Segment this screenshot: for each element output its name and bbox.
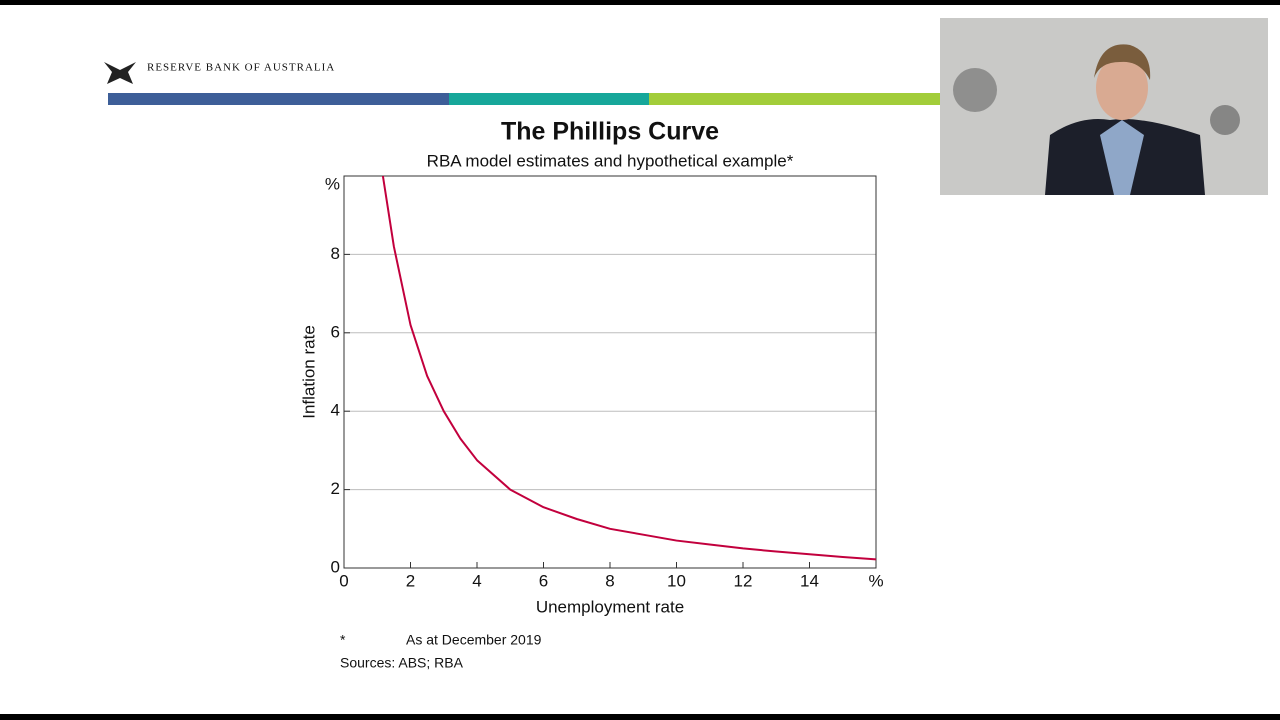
x-tick-label: 10 <box>667 571 686 590</box>
x-tick-label: % <box>868 571 883 590</box>
organization: RESERVE BANK OF AUSTRALIA <box>147 62 335 74</box>
x-tick-label: 4 <box>472 571 481 590</box>
y-tick-label: 0 <box>331 557 340 576</box>
stripe-green <box>649 93 940 105</box>
letterbox-bottom <box>0 714 1280 720</box>
stripe-teal <box>449 93 649 105</box>
x-tick-label: 6 <box>539 571 548 590</box>
plot-frame <box>343 175 877 569</box>
y-tick-label: 6 <box>331 322 340 341</box>
footnote-marker: * <box>340 632 346 648</box>
plot: 0 2 4 6 8% 0 2 4 6 8 10 12 14% <box>325 174 884 590</box>
x-tick-label: 14 <box>800 571 819 590</box>
x-tick-label: 8 <box>605 571 614 590</box>
stripe-blue <box>108 93 449 105</box>
y-tick-label: 2 <box>331 479 340 498</box>
data-line <box>381 175 877 561</box>
y-tick-label: 4 <box>331 401 340 420</box>
sources: Sources: ABS; RBA <box>340 655 464 671</box>
x-tick-label: 0 <box>339 571 348 590</box>
logo <box>104 62 136 84</box>
letterbox-top <box>0 0 1280 5</box>
x-axis-label: Unemployment rate <box>536 597 684 616</box>
x-tick-label: 2 <box>406 571 415 590</box>
footnote: As at December 2019 <box>406 632 542 648</box>
chart-subtitle: RBA model estimates and hypothetical exa… <box>427 151 794 170</box>
webcam <box>940 18 1268 195</box>
y-tick-label: 8 <box>331 244 340 263</box>
y-axis-label: Inflation rate <box>299 325 318 419</box>
x-tick-label: 12 <box>734 571 753 590</box>
chart-title: The Phillips Curve <box>501 118 719 146</box>
y-tick-label: % <box>325 174 340 193</box>
